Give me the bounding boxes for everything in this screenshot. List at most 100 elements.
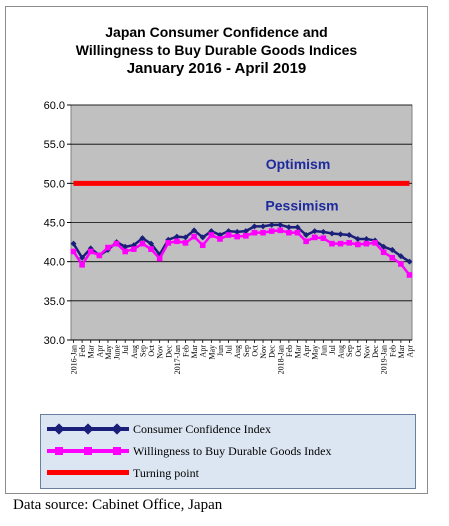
data-point-willingness-to-buy xyxy=(406,272,413,278)
x-tick-label: Feb xyxy=(182,345,191,357)
data-point-willingness-to-buy xyxy=(208,232,215,238)
data-point-willingness-to-buy xyxy=(113,240,120,247)
data-point-willingness-to-buy xyxy=(96,252,103,259)
data-point-consumer-confidence xyxy=(389,246,396,253)
data-point-willingness-to-buy xyxy=(122,248,128,255)
data-point-willingness-to-buy xyxy=(87,248,94,255)
data-point-willingness-to-buy xyxy=(380,249,387,256)
data-point-consumer-confidence xyxy=(79,254,86,261)
data-point-consumer-confidence xyxy=(320,228,327,235)
y-tick-label: 60.0 xyxy=(44,100,65,112)
x-tick-label: Mar xyxy=(397,345,406,359)
data-point-willingness-to-buy xyxy=(346,240,352,246)
y-tick-label: 45.0 xyxy=(44,218,65,230)
data-point-willingness-to-buy xyxy=(337,240,344,247)
data-point-consumer-confidence xyxy=(242,228,249,235)
x-tick-label: 2017-Jan xyxy=(173,345,182,374)
data-point-willingness-to-buy xyxy=(363,240,370,247)
legend-item-willingness-to-buy: Willingness to Buy Durable Goods Index xyxy=(47,441,332,461)
data-point-consumer-confidence xyxy=(70,240,77,247)
x-tick-label: 2019-Jan xyxy=(380,345,389,374)
x-tick-label: June xyxy=(113,345,122,360)
data-point-consumer-confidence xyxy=(148,240,155,247)
data-point-willingness-to-buy xyxy=(260,229,266,236)
data-point-willingness-to-buy xyxy=(286,229,292,236)
data-point-consumer-confidence xyxy=(397,253,404,260)
data-point-willingness-to-buy xyxy=(268,228,275,234)
x-tick-label: 2016-Jan xyxy=(70,345,79,374)
data-point-willingness-to-buy xyxy=(234,233,240,240)
legend-swatch-willingness-to-buy xyxy=(47,441,129,461)
x-tick-label: Apr xyxy=(95,345,104,358)
data-point-willingness-to-buy xyxy=(174,238,180,245)
data-point-consumer-confidence xyxy=(268,221,275,228)
x-tick-label: Apr xyxy=(199,345,208,358)
data-point-consumer-confidence xyxy=(363,235,370,242)
data-point-willingness-to-buy xyxy=(182,240,189,246)
data-point-willingness-to-buy xyxy=(225,232,232,238)
y-tick-label: 30.0 xyxy=(44,335,65,347)
data-point-consumer-confidence xyxy=(199,234,206,241)
y-tick-label: 35.0 xyxy=(44,296,65,308)
x-tick-label: Aug xyxy=(130,345,139,359)
data-point-willingness-to-buy xyxy=(243,233,249,239)
annotation-pessimism: Pessimism xyxy=(265,197,338,213)
x-tick-label: Mar xyxy=(87,345,96,359)
data-point-willingness-to-buy xyxy=(329,240,335,247)
data-point-willingness-to-buy xyxy=(355,241,361,248)
x-tick-label: Apr xyxy=(406,345,415,358)
legend-swatch-consumer-confidence xyxy=(47,419,129,439)
x-tick-label: Oct xyxy=(147,344,156,356)
y-tick-label: 50.0 xyxy=(44,178,65,190)
data-point-willingness-to-buy xyxy=(398,261,404,267)
y-tick-label: 55.0 xyxy=(44,139,65,151)
data-point-willingness-to-buy xyxy=(294,229,301,236)
x-tick-label: Jul xyxy=(328,344,337,354)
data-point-consumer-confidence xyxy=(260,223,267,230)
x-tick-label: Mar xyxy=(190,345,199,359)
data-point-willingness-to-buy xyxy=(311,234,318,241)
data-point-consumer-confidence xyxy=(191,227,198,234)
data-point-consumer-confidence xyxy=(346,232,353,239)
data-point-consumer-confidence xyxy=(234,228,241,235)
data-point-consumer-confidence xyxy=(277,221,284,228)
legend-label-willingness-to-buy: Willingness to Buy Durable Goods Index xyxy=(133,443,332,458)
x-tick-label: Sep xyxy=(138,345,147,357)
x-tick-label: Jul xyxy=(121,344,130,354)
data-point-willingness-to-buy xyxy=(131,246,137,252)
data-point-consumer-confidence xyxy=(294,224,301,231)
data-point-willingness-to-buy xyxy=(389,254,396,261)
x-tick-label: Aug xyxy=(233,345,242,359)
data-point-willingness-to-buy xyxy=(148,246,154,252)
data-point-willingness-to-buy xyxy=(105,244,111,251)
data-point-willingness-to-buy xyxy=(191,233,197,240)
data-point-consumer-confidence xyxy=(251,223,258,230)
x-tick-label: Dec xyxy=(164,345,173,358)
data-point-willingness-to-buy xyxy=(156,255,163,262)
legend-label-consumer-confidence: Consumer Confidence Index xyxy=(133,421,271,436)
y-tick-label: 40.0 xyxy=(44,257,65,269)
data-point-willingness-to-buy xyxy=(217,236,223,242)
x-tick-label: Apr xyxy=(302,345,311,358)
data-point-consumer-confidence xyxy=(303,232,310,239)
chart-title-line-1: Japan Consumer Confidence and xyxy=(105,24,328,40)
data-point-consumer-confidence xyxy=(380,243,387,250)
chart-legend: Consumer Confidence Index Willingness to… xyxy=(40,414,416,489)
data-point-consumer-confidence xyxy=(122,243,129,250)
annotation-optimism: Optimism xyxy=(266,156,331,172)
x-tick-label: Nov xyxy=(156,345,165,359)
x-tick-label: Jun xyxy=(216,345,225,356)
legend-swatch-turning-point xyxy=(47,463,129,483)
data-point-willingness-to-buy xyxy=(277,227,284,234)
data-point-consumer-confidence xyxy=(311,228,318,235)
chart-title-line-3: January 2016 - April 2019 xyxy=(126,60,307,77)
chart-title: Japan Consumer Confidence and Willingnes… xyxy=(6,23,427,78)
data-point-willingness-to-buy xyxy=(70,248,77,255)
x-tick-label: Feb xyxy=(285,345,294,357)
data-point-consumer-confidence xyxy=(173,233,180,240)
x-tick-label: Feb xyxy=(388,345,397,357)
data-point-consumer-confidence xyxy=(406,258,413,265)
legend-item-consumer-confidence: Consumer Confidence Index xyxy=(47,419,271,439)
series-line-willingness-to-buy xyxy=(72,229,411,276)
x-tick-label: Feb xyxy=(78,345,87,357)
